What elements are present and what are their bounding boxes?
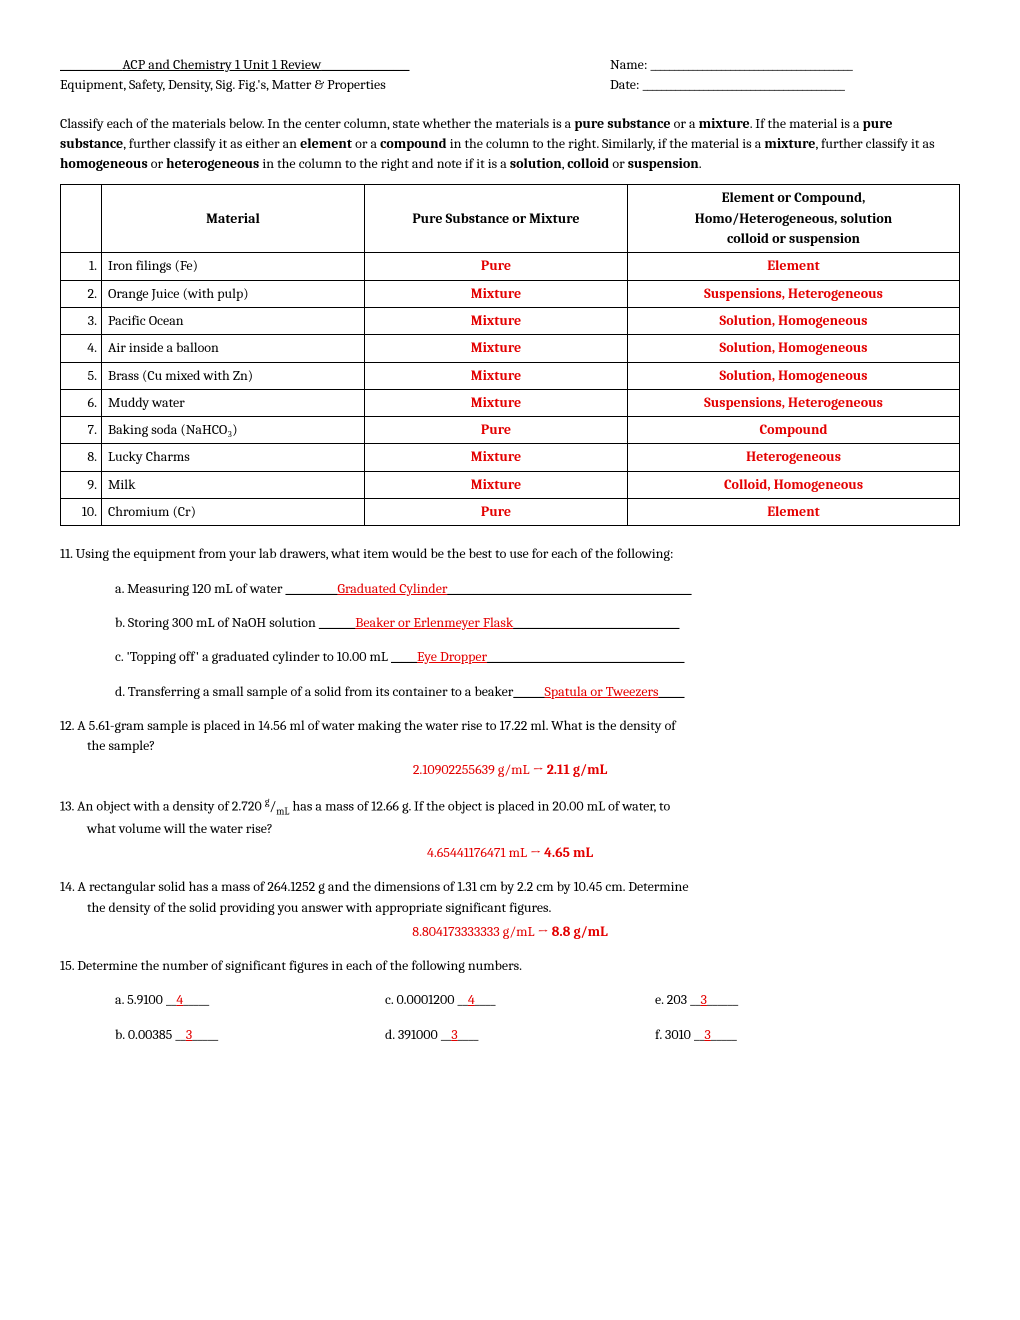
table-row: 10.Chromium (Cr)PureElement xyxy=(61,499,960,526)
row-classification: Compound xyxy=(628,417,960,444)
row-num: 6. xyxy=(61,389,102,416)
row-material: Pacific Ocean xyxy=(102,307,365,334)
row-material: Milk xyxy=(102,471,365,498)
q12: 12. A 5.61-gram sample is placed in 14.5… xyxy=(60,716,960,757)
subtitle: Equipment, Safety, Density, Sig. Fig.'s,… xyxy=(60,75,610,95)
row-num: 4. xyxy=(61,335,102,362)
th-material: Material xyxy=(102,185,365,253)
q14-answer: 8.804173333333 g/mL → 8.8 g/mL xyxy=(60,922,960,942)
row-num: 1. xyxy=(61,253,102,280)
q15b: b. 0.00385 __3_____ xyxy=(115,1025,385,1045)
header-row-2: Equipment, Safety, Density, Sig. Fig.'s,… xyxy=(60,75,960,95)
row-material: Air inside a balloon xyxy=(102,335,365,362)
row-pure-mixture: Mixture xyxy=(365,444,628,471)
row-classification: Solution, Homogeneous xyxy=(628,307,960,334)
row-pure-mixture: Pure xyxy=(365,417,628,444)
classification-table: Material Pure Substance or Mixture Eleme… xyxy=(60,184,960,526)
row-material: Baking soda (NaHCO₃) xyxy=(102,417,365,444)
row-pure-mixture: Mixture xyxy=(365,307,628,334)
row-pure-mixture: Mixture xyxy=(365,471,628,498)
row-num: 10. xyxy=(61,499,102,526)
row-classification: Element xyxy=(628,499,960,526)
th-classification: Element or Compound, Homo/Heterogeneous,… xyxy=(628,185,960,253)
intro-paragraph: Classify each of the materials below. In… xyxy=(60,114,960,175)
row-classification: Colloid, Homogeneous xyxy=(628,471,960,498)
table-row: 3.Pacific OceanMixtureSolution, Homogene… xyxy=(61,307,960,334)
row-classification: Solution, Homogeneous xyxy=(628,335,960,362)
q12-answer: 2.10902255639 g/mL → 2.11 g/mL xyxy=(60,760,960,780)
table-row: 1.Iron filings (Fe)PureElement xyxy=(61,253,960,280)
q15: 15. Determine the number of significant … xyxy=(60,956,960,976)
row-num: 7. xyxy=(61,417,102,444)
row-material: Chromium (Cr) xyxy=(102,499,365,526)
table-row: 2.Orange Juice (with pulp)MixtureSuspens… xyxy=(61,280,960,307)
row-material: Muddy water xyxy=(102,389,365,416)
row-pure-mixture: Mixture xyxy=(365,335,628,362)
table-header-row: Material Pure Substance or Mixture Eleme… xyxy=(61,185,960,253)
row-material: Brass (Cu mixed with Zn) xyxy=(102,362,365,389)
table-row: 8.Lucky CharmsMixtureHeterogeneous xyxy=(61,444,960,471)
table-row: 9.MilkMixtureColloid, Homogeneous xyxy=(61,471,960,498)
row-classification: Solution, Homogeneous xyxy=(628,362,960,389)
q11: 11. Using the equipment from your lab dr… xyxy=(60,544,960,564)
row-num: 5. xyxy=(61,362,102,389)
header-right: Name: __________________________________… xyxy=(610,55,960,75)
table-row: 6.Muddy waterMixtureSuspensions, Heterog… xyxy=(61,389,960,416)
q15d: d. 391000 __3____ xyxy=(385,1025,655,1045)
row-material: Orange Juice (with pulp) xyxy=(102,280,365,307)
row-num: 8. xyxy=(61,444,102,471)
sigfig-row-2: b. 0.00385 __3_____ d. 391000 __3____ f.… xyxy=(115,1025,960,1045)
row-pure-mixture: Pure xyxy=(365,499,628,526)
row-pure-mixture: Pure xyxy=(365,253,628,280)
table-row: 4.Air inside a balloonMixtureSolution, H… xyxy=(61,335,960,362)
row-material: Lucky Charms xyxy=(102,444,365,471)
row-pure-mixture: Mixture xyxy=(365,362,628,389)
row-num: 3. xyxy=(61,307,102,334)
th-pure-mixture: Pure Substance or Mixture xyxy=(365,185,628,253)
sigfig-row-1: a. 5.9100 __4_____ c. 0.0001200 __4____ … xyxy=(115,990,960,1010)
q14: 14. A rectangular solid has a mass of 26… xyxy=(60,877,960,918)
table-row: 7.Baking soda (NaHCO₃)PureCompound xyxy=(61,417,960,444)
date-row: Date: __________________________________… xyxy=(610,75,960,95)
q13-answer: 4.65441176471 mL → 4.65 mL xyxy=(60,843,960,863)
date-label: Date: xyxy=(610,76,639,93)
row-pure-mixture: Mixture xyxy=(365,280,628,307)
row-material: Iron filings (Fe) xyxy=(102,253,365,280)
q11a: a. Measuring 120 mL of water __________G… xyxy=(115,579,960,599)
header-left: ____________ACP and Chemistry 1 Unit 1 R… xyxy=(60,55,610,75)
name-label: Name: xyxy=(610,56,647,73)
row-classification: Heterogeneous xyxy=(628,444,960,471)
row-classification: Suspensions, Heterogeneous xyxy=(628,389,960,416)
q11b: b. Storing 300 mL of NaOH solution _____… xyxy=(115,613,960,633)
q15a: a. 5.9100 __4_____ xyxy=(115,990,385,1010)
header: ____________ACP and Chemistry 1 Unit 1 R… xyxy=(60,55,960,75)
q11c: c. 'Topping off' a graduated cylinder to… xyxy=(115,647,960,667)
q13: 13. An object with a density of 2.720 g/… xyxy=(60,795,960,839)
name-blank: ________________________________________… xyxy=(651,56,853,73)
row-num: 2. xyxy=(61,280,102,307)
q11d: d. Transferring a small sample of a soli… xyxy=(115,682,960,702)
title: ____________ACP and Chemistry 1 Unit 1 R… xyxy=(60,56,409,73)
row-pure-mixture: Mixture xyxy=(365,389,628,416)
th-blank xyxy=(61,185,102,253)
q15f: f. 3010 __3_____ xyxy=(655,1025,925,1045)
q15c: c. 0.0001200 __4____ xyxy=(385,990,655,1010)
row-classification: Element xyxy=(628,253,960,280)
table-row: 5.Brass (Cu mixed with Zn)MixtureSolutio… xyxy=(61,362,960,389)
row-num: 9. xyxy=(61,471,102,498)
q15e: e. 203 __3______ xyxy=(655,990,925,1010)
row-classification: Suspensions, Heterogeneous xyxy=(628,280,960,307)
date-blank: ________________________________________… xyxy=(643,76,845,93)
